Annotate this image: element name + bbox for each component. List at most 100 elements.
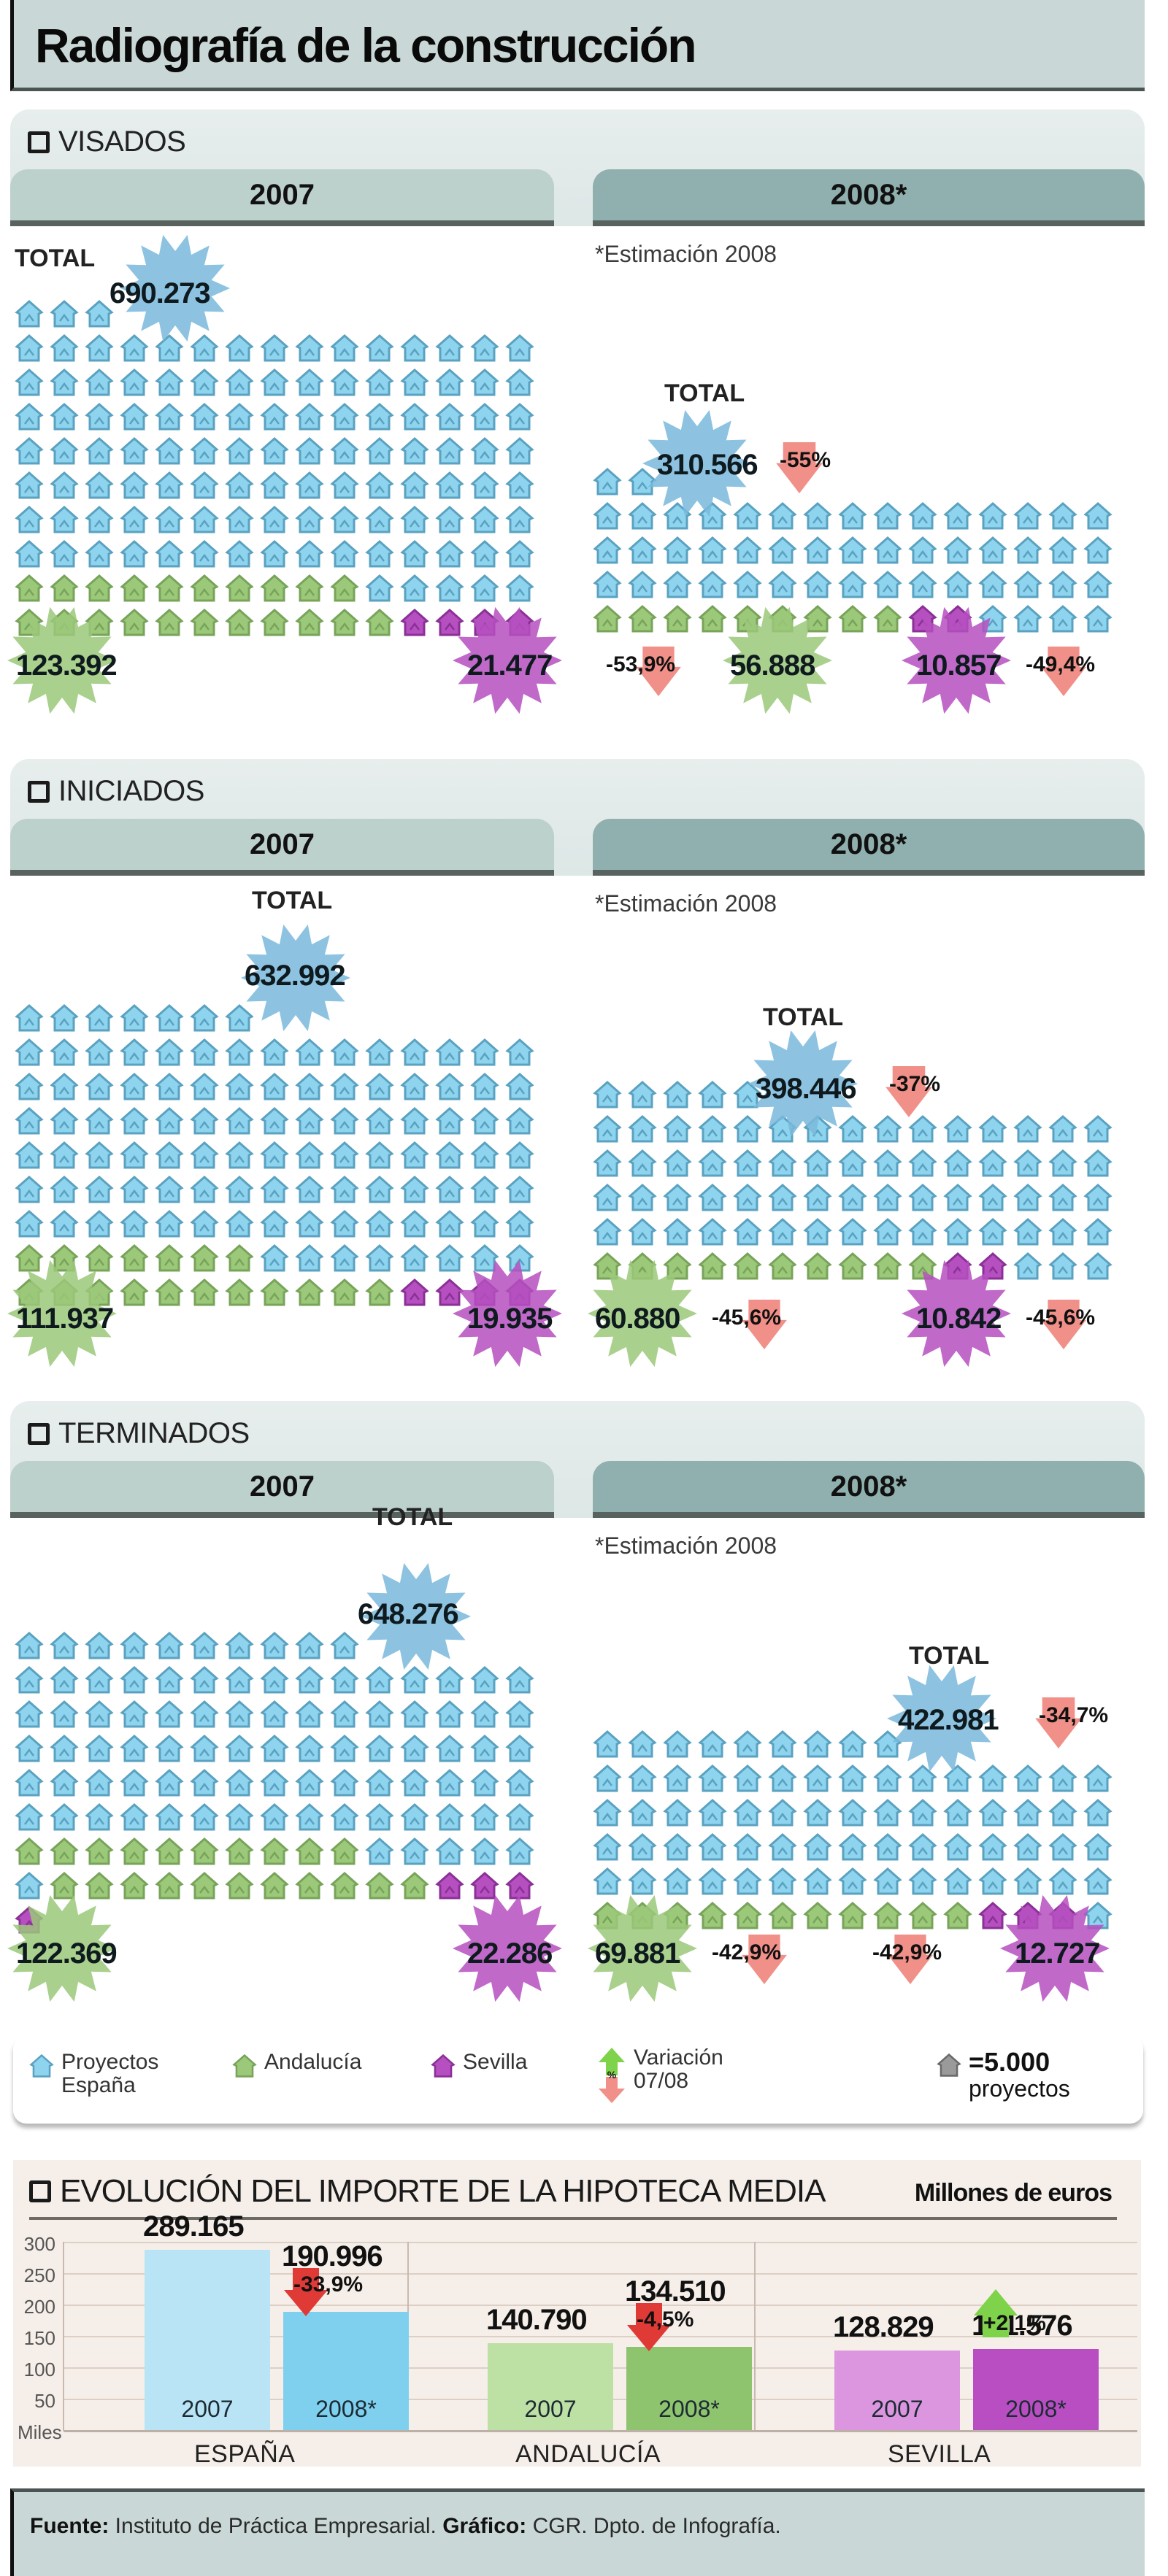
house-icon [295, 1278, 324, 1306]
project-icon [400, 1734, 435, 1768]
project-icon [15, 1700, 50, 1734]
house-icon [330, 539, 359, 568]
project-icon [505, 539, 540, 574]
house-icon [120, 1038, 149, 1066]
burst-icon [7, 1894, 117, 2002]
house-icon [1048, 1114, 1077, 1143]
house-icon [330, 1734, 359, 1762]
project-icon [505, 1700, 540, 1734]
house-icon [155, 1768, 184, 1797]
house-icon [873, 1798, 902, 1827]
house-icon [1048, 1217, 1077, 1246]
house-icon [803, 1729, 832, 1758]
house-icon [873, 1832, 902, 1861]
house-icon [15, 1072, 44, 1100]
y-tick: 150 [23, 2327, 55, 2349]
house-icon [225, 1072, 254, 1100]
house-icon [663, 1114, 692, 1143]
project-icon [85, 402, 120, 436]
house-icon [435, 539, 464, 568]
andalucia-variation-2008: -53,9% [606, 652, 676, 676]
house-icon [295, 539, 324, 568]
project-icon [50, 402, 85, 436]
house-icon [768, 1252, 797, 1280]
house-icon [768, 1149, 797, 1177]
project-icon [733, 1798, 768, 1832]
house-icon [120, 574, 149, 602]
project-icon [295, 1209, 330, 1243]
house-icon [838, 536, 867, 564]
house-icon [873, 604, 902, 633]
house-icon [295, 1072, 324, 1100]
project-icon [628, 1867, 663, 1901]
project-icon [85, 1175, 120, 1209]
house-icon [1083, 570, 1113, 598]
project-icon [260, 1038, 295, 1072]
project-icon [1013, 1764, 1048, 1798]
project-icon [155, 1700, 190, 1734]
project-icon [120, 1665, 155, 1700]
house-icon [330, 1243, 359, 1272]
project-icon [1083, 1764, 1118, 1798]
project-icon [85, 1665, 120, 1700]
house-icon [400, 1141, 429, 1169]
house-icon [50, 574, 79, 602]
house-icon [400, 1802, 429, 1831]
house-icon [838, 1764, 867, 1792]
project-icon [803, 1798, 838, 1832]
house-icon [978, 1901, 1007, 1929]
project-icon [50, 539, 85, 574]
house-icon [698, 1867, 727, 1895]
house-icon [663, 1867, 692, 1895]
house-icon [225, 436, 254, 465]
house-icon [260, 1665, 289, 1694]
house-icon [908, 1149, 937, 1177]
house-icon [120, 608, 149, 636]
project-icon [470, 1243, 505, 1278]
house-icon [15, 1871, 44, 1900]
house-icon [155, 1038, 184, 1066]
project-icon [50, 1072, 85, 1106]
house-icon [365, 402, 394, 431]
project-icon [1048, 1798, 1083, 1832]
project-icon [943, 1114, 978, 1149]
house-icon [733, 1764, 762, 1792]
project-icon [85, 1734, 120, 1768]
andalucia-value-2008: 69.881 [595, 1937, 680, 1970]
tab-2008: 2008* [593, 819, 1145, 876]
house-icon [505, 1802, 534, 1831]
house-icon [85, 436, 114, 465]
house-icon [260, 1802, 289, 1831]
project-icon [943, 1901, 978, 1935]
project-icon [698, 1114, 733, 1149]
estimation-note: *Estimación 2008 [595, 890, 777, 917]
project-icon [330, 505, 365, 539]
project-icon [803, 1832, 838, 1867]
house-icon [330, 1665, 359, 1694]
bar-value: 190.996 [282, 2240, 383, 2272]
project-icon [733, 1764, 768, 1798]
project-icon [295, 1802, 330, 1837]
project-icon [400, 539, 435, 574]
house-icon [1013, 1217, 1042, 1246]
project-icon [15, 368, 50, 402]
house-icon [260, 436, 289, 465]
arrow-down-icon [742, 1935, 787, 1984]
project-icon [628, 1183, 663, 1217]
house-icon [1013, 1832, 1042, 1861]
project-icon [1048, 1183, 1083, 1217]
project-icon [260, 436, 295, 471]
project-icon [85, 539, 120, 574]
tab-2007: 2007 [10, 169, 554, 226]
project-icon [470, 368, 505, 402]
project-icon [120, 1700, 155, 1734]
house-icon [295, 436, 324, 465]
project-icon [593, 1729, 628, 1764]
project-icon [365, 505, 400, 539]
house-icon [85, 1175, 114, 1203]
project-icon [838, 1183, 873, 1217]
house-icon [330, 1700, 359, 1728]
house-icon [190, 436, 219, 465]
bar-value: 134.510 [625, 2275, 726, 2307]
project-icon [803, 501, 838, 536]
